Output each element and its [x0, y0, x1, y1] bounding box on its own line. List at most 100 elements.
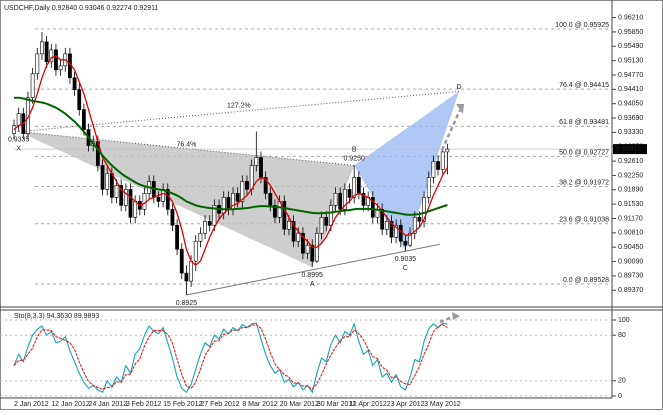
pattern-bcd: [354, 91, 460, 252]
candle-body: [249, 165, 254, 190]
candle-body: [254, 157, 259, 166]
candle-body: [240, 181, 245, 202]
candle-body: [35, 53, 40, 75]
x-tick-label: 3 Feb 2012: [126, 401, 162, 408]
fib-label: 50.0 @ 0.92727: [559, 149, 609, 156]
candle-body: [319, 216, 324, 234]
fib-label: 23.6 @ 0.91038: [559, 217, 609, 224]
x-tick-label: 15 Feb 2012: [163, 401, 202, 408]
candle-body: [30, 73, 35, 99]
candle-body: [347, 189, 352, 198]
candle-body: [184, 272, 189, 282]
arrow-shaft: [440, 109, 462, 151]
x-tick-label: 20 Mar 2012: [280, 401, 319, 408]
candle-body: [142, 193, 147, 210]
candle-body: [49, 49, 54, 63]
candle-body: [426, 177, 431, 198]
candle-body: [296, 232, 301, 242]
y-tick-label: 0.90450: [618, 244, 643, 251]
candle-body: [287, 220, 291, 230]
candle-body: [445, 148, 450, 153]
candle-body: [338, 193, 343, 210]
trend-line: [186, 243, 441, 296]
y-tick-label: 0.95490: [618, 43, 643, 50]
x-tick-label: 30 Mar 2012: [317, 401, 356, 408]
candle-body: [412, 216, 417, 234]
x-tick-label: 3 May 2012: [424, 401, 461, 408]
y-tick-label: 0.94050: [618, 101, 643, 108]
candle-body: [198, 232, 203, 242]
candle-body: [77, 89, 82, 110]
candle-body: [133, 201, 138, 218]
fib-label: 0.0 @ 0.89528: [563, 277, 609, 284]
candle-body: [263, 177, 268, 194]
last-price-box: [613, 144, 647, 155]
candle-body: [119, 185, 124, 206]
arrow-shaft: [439, 314, 456, 324]
candle-body: [408, 232, 413, 246]
pattern-point-name: C: [403, 265, 408, 272]
candle-body: [44, 41, 49, 63]
y-tick-label: 0.96210: [618, 14, 643, 21]
candle-body: [273, 205, 277, 218]
candle-body: [179, 248, 184, 274]
candle-body: [370, 197, 375, 218]
candle-body: [436, 161, 440, 170]
x-tick-label: 11 Apr 2012: [350, 401, 387, 408]
candle-body: [40, 41, 44, 55]
stochastic-line: [13, 322, 448, 394]
candle-body: [310, 244, 315, 262]
candle-body: [333, 193, 338, 206]
candle-body: [189, 260, 193, 282]
moving-average: [13, 55, 448, 266]
stochastic-title: Sto(8,3,3) 94.3630 89.9893: [14, 313, 99, 320]
y-tick-label: 20: [618, 378, 626, 385]
candle-body: [114, 185, 119, 198]
fib-label: 100.0 @ 0.95925: [555, 22, 609, 29]
pattern-point-label: 0.9035: [395, 256, 417, 263]
candle-body: [342, 189, 347, 210]
arrow-head: [456, 104, 464, 114]
y-tick-label: 100: [618, 317, 630, 324]
y-tick-label: 0: [618, 393, 622, 400]
candle-body: [193, 240, 198, 262]
x-tick-label: 2 Jan 2012: [14, 401, 49, 408]
y-tick-label: 0.95850: [618, 29, 643, 36]
candle-body: [245, 181, 249, 190]
candle-body: [268, 193, 273, 206]
x-tick-label: 12 Jan 2012: [51, 401, 90, 408]
candle-body: [328, 205, 333, 226]
candle-body: [123, 189, 128, 206]
candle-body: [417, 216, 422, 222]
y-tick-label: 0.95130: [618, 57, 643, 64]
pattern-point-name: B: [352, 146, 357, 153]
candle-body: [58, 65, 63, 71]
y-tick-label: 0.92250: [618, 172, 643, 179]
pattern-ratio-line: [18, 131, 355, 166]
y-tick-label: 0.93330: [618, 129, 643, 136]
pattern-point-name: D: [456, 84, 461, 91]
moving-average: [14, 96, 448, 216]
x-tick-label: 23 Apr 2012: [387, 401, 425, 408]
candle-body: [235, 193, 240, 202]
x-tick-label: 24 Jan 2012: [89, 401, 128, 408]
candle-body: [207, 220, 212, 226]
candle-body: [100, 165, 105, 190]
x-tick-label: 27 Feb 2012: [200, 401, 239, 408]
candle-body: [82, 109, 86, 130]
candle-body: [221, 197, 226, 214]
pattern-point-label: 0.8995: [302, 272, 324, 279]
candle-body: [175, 224, 180, 250]
candle-body: [109, 173, 114, 198]
pattern-point-name: A: [310, 281, 315, 288]
y-tick-label: 0.91170: [618, 215, 643, 222]
chart-title: USDCHF,Daily 0.92840 0.93046 0.92274 0.9…: [4, 5, 158, 12]
candle-body: [398, 224, 403, 242]
candle-body: [301, 232, 305, 254]
candle-body: [380, 209, 385, 230]
y-tick-label: 80: [618, 332, 626, 339]
candle-body: [156, 197, 161, 202]
fib-label: 61.8 @ 0.93481: [559, 119, 609, 126]
fib-label: 76.4 @ 0.94415: [559, 82, 609, 89]
